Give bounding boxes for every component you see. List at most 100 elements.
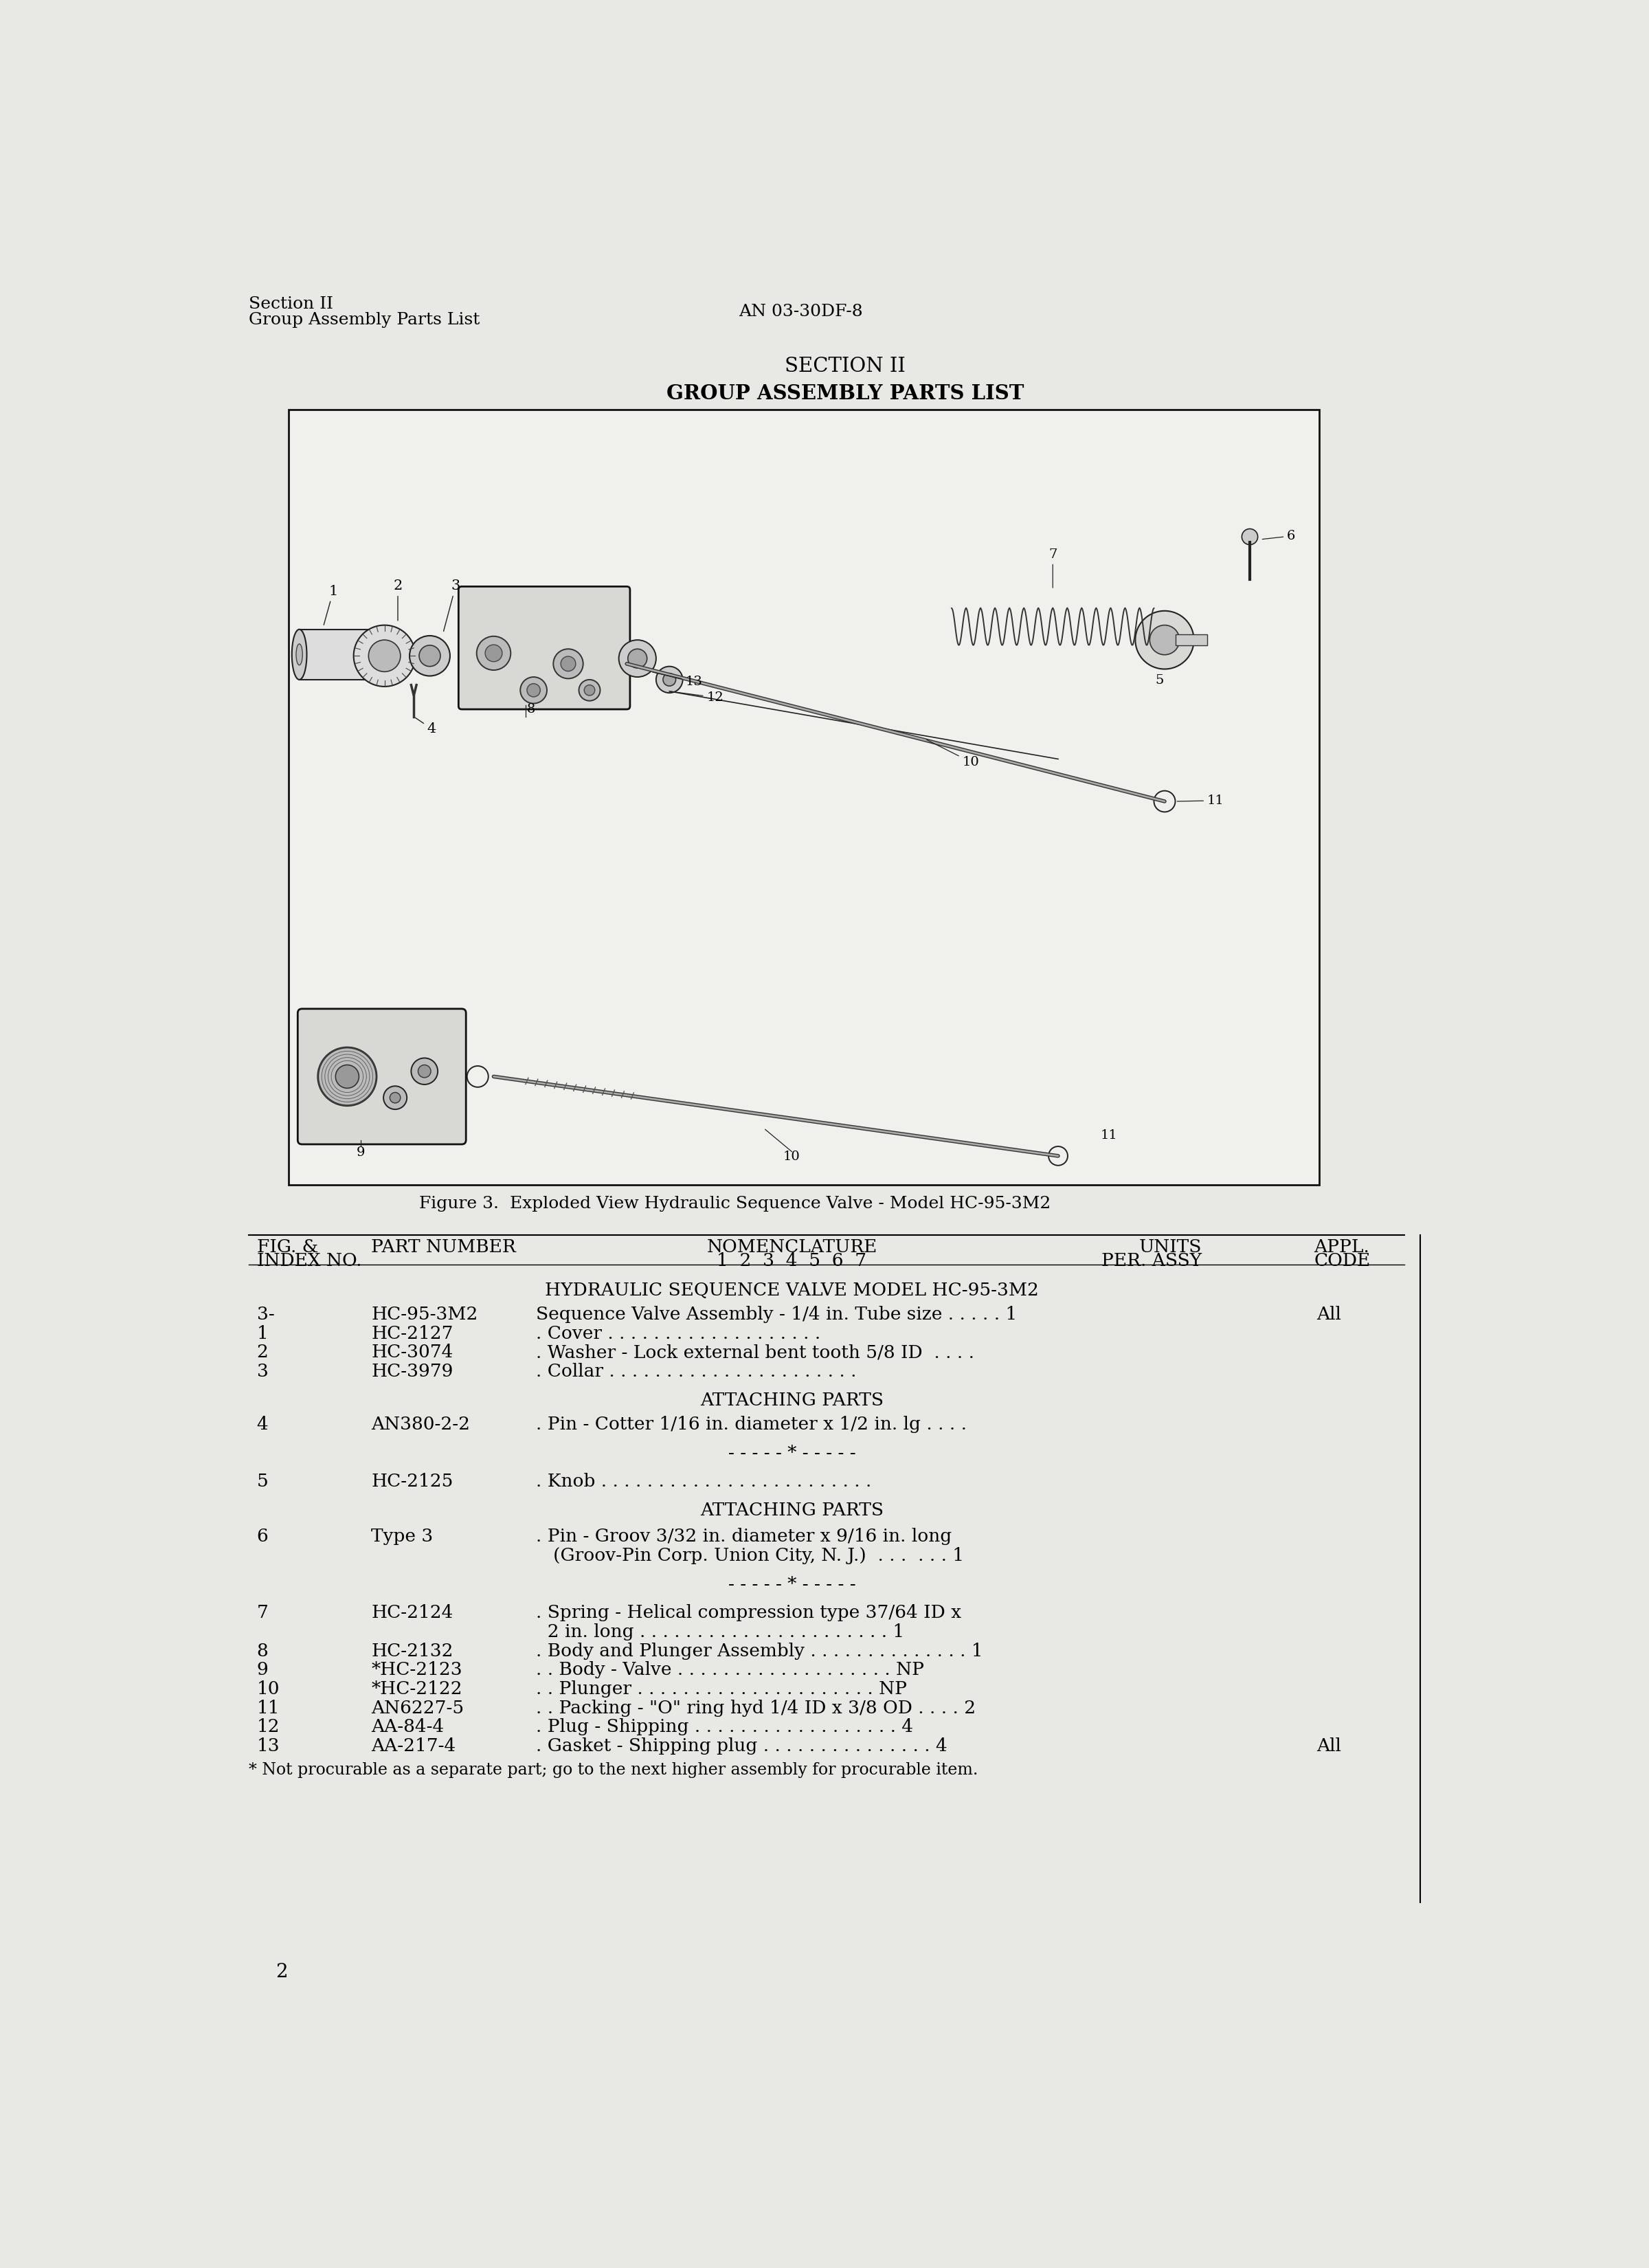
Text: 3: 3 [444,578,460,631]
Text: HC-2127: HC-2127 [371,1325,453,1343]
Ellipse shape [292,631,307,680]
Text: 2: 2 [275,1964,287,1982]
Text: Type 3: Type 3 [371,1529,434,1545]
Circle shape [521,678,547,703]
Circle shape [318,1048,376,1105]
Text: AA-84-4: AA-84-4 [371,1719,444,1735]
Text: . Body and Plunger Assembly . . . . . . . . . . . . . . 1: . Body and Plunger Assembly . . . . . . … [536,1642,983,1660]
Text: *HC-2122: *HC-2122 [371,1681,462,1696]
Text: 5: 5 [1154,674,1164,687]
Circle shape [389,1093,401,1102]
Ellipse shape [297,644,302,665]
Circle shape [335,1066,359,1089]
Text: Sequence Valve Assembly - 1/4 in. Tube size . . . . . 1: Sequence Valve Assembly - 1/4 in. Tube s… [536,1306,1017,1322]
Text: (Groov-Pin Corp. Union City, N. J.)  . . .  . . . 1: (Groov-Pin Corp. Union City, N. J.) . . … [536,1547,965,1565]
Text: 2 in. long . . . . . . . . . . . . . . . . . . . . . . 1: 2 in. long . . . . . . . . . . . . . . .… [536,1624,905,1640]
Text: 3-: 3- [257,1306,274,1322]
Circle shape [353,626,416,687]
Text: 12: 12 [671,692,724,703]
Text: . . Plunger . . . . . . . . . . . . . . . . . . . . . NP: . . Plunger . . . . . . . . . . . . . . … [536,1681,907,1696]
Text: . Pin - Groov 3/32 in. diameter x 9/16 in. long: . Pin - Groov 3/32 in. diameter x 9/16 i… [536,1529,951,1545]
Text: . Washer - Lock external bent tooth 5/8 ID  . . . .: . Washer - Lock external bent tooth 5/8 … [536,1343,975,1361]
Circle shape [618,640,656,676]
Text: UNITS: UNITS [1139,1238,1202,1256]
Text: 12: 12 [257,1719,280,1735]
Text: AN6227-5: AN6227-5 [371,1699,463,1717]
Text: 6: 6 [257,1529,269,1545]
Bar [300,628,368,680]
Circle shape [561,655,576,671]
Text: 8: 8 [526,703,536,714]
Text: 4: 4 [257,1415,269,1433]
Text: *HC-2123: *HC-2123 [371,1660,462,1678]
Text: 11: 11 [257,1699,280,1717]
Circle shape [411,1057,437,1084]
Text: . Plug - Shipping . . . . . . . . . . . . . . . . . . 4: . Plug - Shipping . . . . . . . . . . . … [536,1719,914,1735]
Text: Section II: Section II [249,297,333,311]
Text: - - - - - * - - - - -: - - - - - * - - - - - [729,1576,856,1592]
Text: 11: 11 [1177,794,1224,807]
Text: 10: 10 [257,1681,280,1696]
Text: ATTACHING PARTS: ATTACHING PARTS [701,1501,884,1520]
Text: FIG. &: FIG. & [257,1238,318,1256]
Text: 13: 13 [257,1737,280,1755]
Text: AN 03-30DF-8: AN 03-30DF-8 [739,304,862,320]
Text: 1: 1 [323,585,338,626]
Text: AN380-2-2: AN380-2-2 [371,1415,470,1433]
Circle shape [528,683,541,696]
Circle shape [384,1086,407,1109]
Text: 1  2  3  4  5  6  7: 1 2 3 4 5 6 7 [717,1252,867,1270]
Text: 10: 10 [783,1150,800,1163]
Circle shape [579,680,600,701]
Circle shape [419,1066,430,1077]
FancyBboxPatch shape [298,1009,467,1145]
Text: 4: 4 [416,717,437,735]
FancyBboxPatch shape [458,587,630,710]
Text: PER. ASSY: PER. ASSY [1102,1252,1202,1270]
Text: PART NUMBER: PART NUMBER [371,1238,516,1256]
Text: HC-3979: HC-3979 [371,1363,453,1379]
Circle shape [477,637,511,669]
Text: - - - - - * - - - - -: - - - - - * - - - - - [729,1445,856,1461]
Circle shape [1135,610,1194,669]
Circle shape [419,644,440,667]
Text: . Knob . . . . . . . . . . . . . . . . . . . . . . . .: . Knob . . . . . . . . . . . . . . . . .… [536,1472,872,1490]
Text: 13: 13 [653,671,702,687]
Circle shape [584,685,595,696]
Text: HYDRAULIC SEQUENCE VALVE MODEL HC-95-3M2: HYDRAULIC SEQUENCE VALVE MODEL HC-95-3M2 [544,1281,1039,1300]
Circle shape [1242,528,1258,544]
Text: . Collar . . . . . . . . . . . . . . . . . . . . . .: . Collar . . . . . . . . . . . . . . . .… [536,1363,857,1379]
Text: 11: 11 [1102,1129,1118,1141]
Text: NOMENCLATURE: NOMENCLATURE [706,1238,877,1256]
Text: 9: 9 [356,1145,364,1159]
Text: 9: 9 [257,1660,269,1678]
Text: ATTACHING PARTS: ATTACHING PARTS [701,1390,884,1408]
Text: HC-3074: HC-3074 [371,1343,453,1361]
Text: HC-2125: HC-2125 [371,1472,453,1490]
Text: HC-2132: HC-2132 [371,1642,453,1660]
Circle shape [1149,626,1179,655]
Circle shape [628,649,646,669]
Text: INDEX NO.: INDEX NO. [257,1252,361,1270]
Text: Figure 3.  Exploded View Hydraulic Sequence Valve - Model HC-95-3M2: Figure 3. Exploded View Hydraulic Sequen… [419,1195,1050,1211]
Text: SECTION II: SECTION II [785,356,905,376]
Text: . Cover . . . . . . . . . . . . . . . . . . .: . Cover . . . . . . . . . . . . . . . . … [536,1325,821,1343]
Text: CODE: CODE [1314,1252,1370,1270]
Text: 5: 5 [257,1472,269,1490]
Text: . . Packing - "O" ring hyd 1/4 ID x 3/8 OD . . . . 2: . . Packing - "O" ring hyd 1/4 ID x 3/8 … [536,1699,976,1717]
Text: All: All [1316,1737,1341,1755]
Bar [1176,635,1207,644]
Circle shape [554,649,584,678]
Text: GROUP ASSEMBLY PARTS LIST: GROUP ASSEMBLY PARTS LIST [666,383,1024,404]
Text: 6: 6 [1263,531,1296,542]
Text: 3: 3 [257,1363,269,1379]
Text: . Pin - Cotter 1/16 in. diameter x 1/2 in. lg . . . .: . Pin - Cotter 1/16 in. diameter x 1/2 i… [536,1415,966,1433]
Text: 10: 10 [927,739,980,769]
Text: 2: 2 [392,578,402,621]
Text: APPL.: APPL. [1314,1238,1369,1256]
Text: HC-2124: HC-2124 [371,1603,453,1622]
Circle shape [663,674,676,685]
Text: 2: 2 [257,1343,269,1361]
Circle shape [485,644,503,662]
Text: . Spring - Helical compression type 37/64 ID x: . Spring - Helical compression type 37/6… [536,1603,961,1622]
